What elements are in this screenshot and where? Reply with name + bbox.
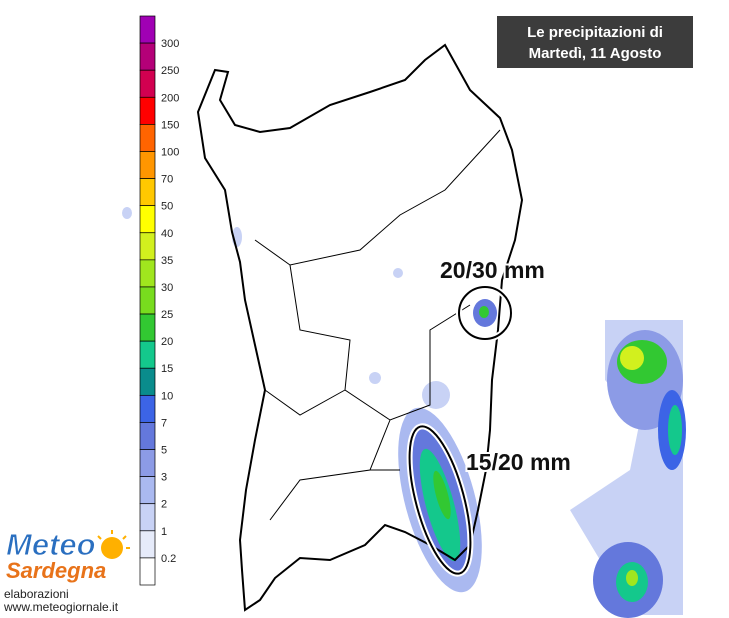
legend-swatch bbox=[139, 205, 156, 234]
legend-swatch bbox=[139, 96, 156, 125]
legend-label: 1 bbox=[161, 526, 167, 538]
legend-label: 200 bbox=[161, 92, 179, 104]
logo: Meteo Sardegna bbox=[6, 527, 130, 583]
legend-label: 100 bbox=[161, 146, 179, 158]
title-box bbox=[497, 16, 693, 68]
legend-swatch bbox=[139, 394, 156, 423]
legend-label: 20 bbox=[161, 336, 173, 348]
legend-swatch bbox=[139, 340, 156, 369]
legend-swatch bbox=[139, 449, 156, 477]
legend-label: 0.2 bbox=[161, 553, 176, 565]
highlight-ellipse bbox=[408, 425, 472, 575]
legend-swatch bbox=[139, 124, 156, 152]
legend-label: 300 bbox=[161, 38, 179, 50]
legend-label: 15 bbox=[161, 363, 173, 375]
legend-swatch bbox=[139, 557, 156, 586]
legend-swatch bbox=[139, 15, 156, 44]
title-line: Le precipitazioni di bbox=[527, 24, 663, 41]
annotation: 15/20 mm bbox=[466, 449, 571, 475]
legend-swatch bbox=[139, 503, 156, 532]
legend-label: 3 bbox=[161, 472, 167, 484]
logo-brand: Meteo bbox=[6, 527, 96, 562]
legend-label: 2 bbox=[161, 499, 167, 511]
legend-label: 50 bbox=[161, 201, 173, 213]
legend-swatch bbox=[139, 313, 156, 342]
legend-label: 40 bbox=[161, 228, 173, 240]
logo-brand: Sardegna bbox=[6, 558, 106, 583]
legend-label: 35 bbox=[161, 255, 173, 267]
credit: elaborazioni bbox=[4, 587, 69, 601]
legend-label: 30 bbox=[161, 282, 173, 294]
legend-swatch bbox=[139, 151, 156, 179]
annotation: 20/30 mm bbox=[440, 257, 545, 283]
legend-swatch bbox=[139, 422, 156, 450]
legend-label: 250 bbox=[161, 65, 179, 77]
legend-swatch bbox=[139, 530, 156, 559]
legend-label: 150 bbox=[161, 119, 179, 131]
island-outline bbox=[196, 43, 524, 612]
url: www.meteogiornale.it bbox=[3, 600, 119, 614]
legend-label: 25 bbox=[161, 309, 173, 321]
legend: 300 250 200 150 100 70 50 40 35 30 25 20 15 10 7 5 3 2 1 0.… bbox=[139, 15, 179, 586]
legend-label: 10 bbox=[161, 390, 173, 402]
legend-swatch bbox=[139, 69, 156, 98]
legend-label: 5 bbox=[161, 445, 167, 457]
title-line: Martedì, 11 Agosto bbox=[529, 45, 662, 62]
rain-areas bbox=[122, 207, 686, 618]
legend-swatch bbox=[139, 476, 156, 505]
legend-swatch bbox=[139, 286, 156, 315]
legend-swatch bbox=[139, 42, 156, 71]
province-borders bbox=[254, 129, 501, 521]
highlight-circle bbox=[458, 286, 512, 340]
legend-swatch bbox=[139, 232, 156, 261]
legend-swatch bbox=[139, 259, 156, 288]
legend-swatch bbox=[139, 367, 156, 396]
legend-label: 70 bbox=[161, 174, 173, 186]
legend-swatch bbox=[139, 178, 156, 207]
legend-label: 7 bbox=[161, 417, 167, 429]
